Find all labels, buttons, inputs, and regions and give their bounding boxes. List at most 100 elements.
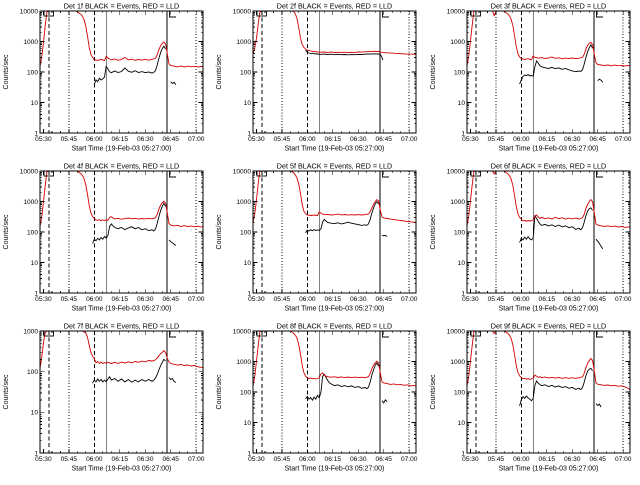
plot-box	[252, 170, 417, 294]
chart-canvas-det-3f: 05:30 05:45 06:00 06:15 06:30 06:45 07:00 1 10 10…	[430, 2, 632, 153]
reference-lines	[261, 171, 410, 293]
y-tick-label: 10000	[20, 8, 39, 15]
x-tick-label: 07:00	[188, 136, 205, 143]
x-tick-label: 06:15	[112, 136, 129, 143]
y-tick-label: 1000	[450, 359, 465, 366]
chart-canvas-det-6f: 05:30 05:45 06:00 06:15 06:30 06:45 07:00 1 10 10…	[430, 162, 632, 313]
axis-tick-labels: 05:30 05:45 06:00 06:15 06:30 06:45 07:00 1 10 10…	[446, 8, 631, 143]
y-tick-label: 100	[240, 69, 251, 76]
axis-tick-labels: 05:30 05:45 06:00 06:15 06:30 06:45 07:00 1 10 10…	[233, 168, 418, 303]
flag-markers	[470, 10, 603, 18]
x-tick-label: 06:00	[513, 456, 530, 463]
lld-series	[39, 170, 204, 228]
x-tick-label: 06:30	[350, 136, 367, 143]
y-tick-label: 1	[461, 290, 465, 297]
chart-canvas-det-9f: 05:30 05:45 06:00 06:15 06:30 06:45 07:00 1 10 10…	[430, 322, 632, 473]
x-tick-label: 06:15	[325, 136, 342, 143]
x-tick-label: 05:45	[61, 136, 78, 143]
y-tick-label: 1	[461, 450, 465, 457]
x-tick-label: 06:45	[589, 296, 606, 303]
y-tick-label: 1	[248, 130, 252, 137]
plot-box	[39, 10, 204, 134]
y-tick-label: 10000	[233, 8, 252, 15]
events-series	[92, 358, 177, 384]
lld-series	[466, 10, 630, 67]
flag-markers	[256, 10, 390, 18]
axis-tick-labels: 05:30 05:45 06:00 06:15 06:30 06:45 07:00 1 10 10…	[233, 328, 418, 463]
x-tick-label: 06:45	[589, 456, 606, 463]
events-series	[305, 200, 388, 238]
lld-series	[466, 170, 630, 228]
axis-tick-labels: 05:30 05:45 06:00 06:15 06:30 06:45 07:00 1 10 10…	[23, 328, 204, 463]
y-tick-label: 10	[31, 410, 39, 417]
lld-series	[39, 10, 204, 68]
x-axis-label: Start Time (19-Feb-03 05:27:00)	[72, 145, 172, 152]
subplot-det-4f: 05:30 05:45 06:00 06:15 06:30 06:45 07:00 1 10 10…	[0, 160, 213, 320]
chart-canvas-det-8f: 05:30 05:45 06:00 06:15 06:30 06:45 07:00 1 10 10…	[216, 322, 418, 473]
x-tick-label: 06:15	[112, 456, 129, 463]
y-tick-label: 10	[244, 420, 252, 427]
x-axis-label: Start Time (19-Feb-03 05:27:00)	[72, 465, 172, 472]
y-axis-label: Counts/sec	[3, 374, 10, 409]
x-tick-label: 07:00	[188, 456, 205, 463]
flag-marker-right	[382, 171, 390, 178]
x-axis-label: Start Time (19-Feb-03 05:27:00)	[72, 305, 172, 312]
lld-series	[252, 10, 417, 55]
flag-marker-left	[43, 170, 54, 177]
flag-marker-left	[470, 170, 481, 177]
y-tick-label: 10000	[446, 8, 465, 15]
x-tick-label: 05:30	[35, 456, 52, 463]
y-tick-label: 10000	[446, 168, 465, 175]
y-tick-label: 1	[248, 290, 252, 297]
subplot-det-1f: 05:30 05:45 06:00 06:15 06:30 06:45 07:00 1 10 10…	[0, 0, 213, 160]
x-tick-label: 06:00	[86, 456, 103, 463]
x-tick-label: 06:30	[350, 296, 367, 303]
x-tick-label: 06:00	[299, 296, 316, 303]
y-tick-label: 1	[34, 130, 38, 137]
flag-marker-left	[256, 10, 268, 17]
plot-box	[39, 330, 204, 454]
plot-title: Det 8f BLACK = Events, RED = LLD	[277, 322, 392, 331]
plot-title: Det 1f BLACK = Events, RED = LLD	[64, 2, 179, 11]
y-tick-label: 1000	[23, 39, 38, 46]
reference-lines	[475, 171, 624, 293]
x-tick-label: 06:15	[325, 456, 342, 463]
x-tick-label: 07:00	[401, 296, 418, 303]
x-tick-label: 05:30	[462, 136, 479, 143]
y-tick-label: 10	[457, 100, 465, 107]
x-tick-label: 06:15	[538, 456, 555, 463]
axis-ticks	[39, 10, 203, 134]
reference-lines	[261, 331, 410, 453]
x-tick-label: 05:30	[35, 136, 52, 143]
flag-marker-right	[382, 11, 390, 18]
x-tick-label: 07:00	[615, 136, 632, 143]
x-tick-label: 06:30	[350, 456, 367, 463]
events-series	[305, 362, 388, 404]
y-axis-label: Counts/sec	[430, 374, 437, 409]
reference-lines	[261, 11, 410, 133]
subplot-det-6f: 05:30 05:45 06:00 06:15 06:30 06:45 07:00 1 10 10…	[427, 160, 640, 320]
x-tick-label: 06:45	[162, 136, 179, 143]
subplot-det-5f: 05:30 05:45 06:00 06:15 06:30 06:45 07:00 1 10 10…	[213, 160, 426, 320]
x-tick-label: 07:00	[188, 296, 205, 303]
flag-markers	[43, 330, 176, 338]
plot-box	[252, 10, 417, 134]
y-tick-label: 10	[457, 260, 465, 267]
axis-ticks	[39, 330, 203, 454]
y-tick-label: 1000	[450, 199, 465, 206]
y-tick-label: 100	[240, 229, 251, 236]
x-axis-label: Start Time (19-Feb-03 05:27:00)	[285, 145, 385, 152]
flag-markers	[43, 10, 176, 18]
chart-canvas-det-2f: 05:30 05:45 06:00 06:15 06:30 06:45 07:00 1 10 10…	[216, 2, 418, 153]
chart-canvas-det-5f: 05:30 05:45 06:00 06:15 06:30 06:45 07:00 1 10 10…	[216, 162, 418, 313]
lld-series	[252, 170, 417, 223]
x-tick-label: 06:15	[538, 136, 555, 143]
axis-ticks	[466, 330, 630, 454]
y-tick-label: 100	[27, 69, 38, 76]
x-axis-label: Start Time (19-Feb-03 05:27:00)	[285, 305, 385, 312]
y-tick-label: 100	[240, 389, 251, 396]
y-tick-label: 100	[454, 229, 465, 236]
x-tick-label: 06:30	[137, 296, 154, 303]
x-tick-label: 05:45	[61, 296, 78, 303]
events-series	[518, 367, 602, 408]
